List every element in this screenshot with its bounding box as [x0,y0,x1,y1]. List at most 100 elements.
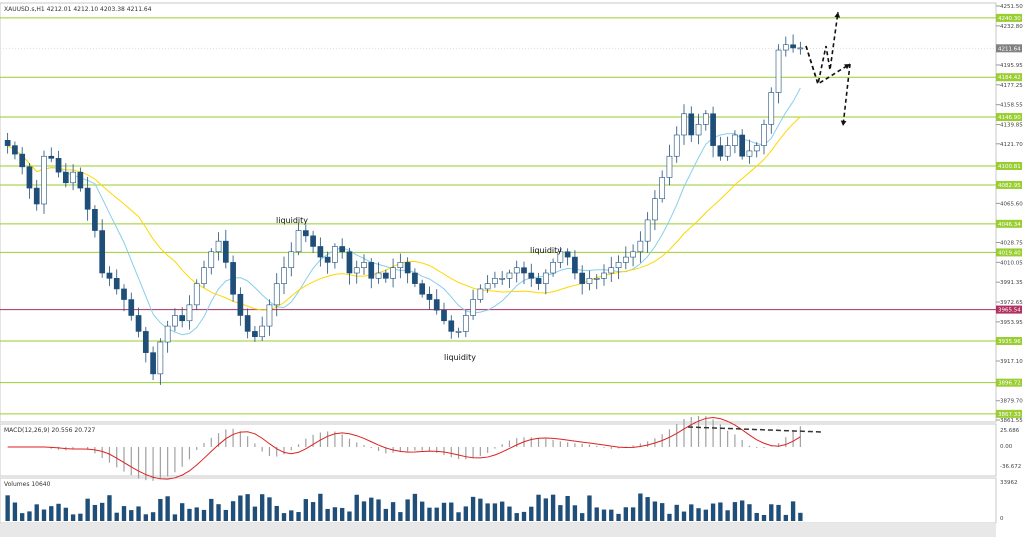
macd-header: MACD(12,26,9) 20.556 20.727 [4,427,96,434]
volume-axis-label: 33962 [1000,480,1018,486]
bearish-projection-arrow-head [840,120,847,126]
pullback-projection-arrow [805,45,851,86]
candle-body [252,331,258,338]
candle-body [4,140,11,146]
candle-body [237,293,244,316]
candle-body [273,283,280,306]
candle-body [797,47,804,50]
candle-body [48,155,55,159]
candle-body [622,256,629,263]
level-price-label: 4184.42 [998,75,1021,81]
candle-body [288,251,295,269]
price-tick-label: 3972.65 [1000,300,1023,306]
price-tick-label: 4121.70 [1000,142,1023,148]
candle-body [521,267,527,274]
current-price-tag [996,44,1022,53]
candle-body [33,187,40,205]
candle-body [572,256,578,274]
level-price-label: 4019.40 [998,250,1021,256]
candle-body [84,187,91,210]
level-price-label: 4082.95 [998,183,1021,189]
price-panel [0,2,997,423]
candle-body [746,150,753,157]
candle-body [506,272,513,279]
level-price-tag [996,113,1022,122]
candle-body [62,171,69,184]
candle-body [324,256,331,263]
candle-body [41,155,47,205]
candle-body [586,278,593,284]
candle-body [186,304,193,322]
candle-body [397,262,404,269]
macd-panel [0,423,997,477]
candle-body [666,155,673,178]
candle-body [106,272,113,279]
candle-body [535,278,542,284]
bullish-projection-arrow [805,11,839,88]
candle-body [673,134,680,157]
liquidity-annotation: liquidity [444,353,476,362]
candle-body [113,278,120,290]
candle-body [70,171,76,184]
candle-body [135,315,142,332]
candle-body [361,262,367,269]
candle-body [702,113,709,125]
candle-body [593,278,600,280]
liquidity-annotation: liquidity [276,216,308,225]
price-tick-label: 4065.60 [1000,201,1023,207]
candle-body [753,145,760,152]
macd-signal-line [7,416,801,480]
candle-body [455,331,462,333]
levels-layer: 4240.30 4184.42 4146.90 4100.81 4082.95 4046.… [0,13,1022,418]
level-price-tag [996,337,1022,346]
candle-body [528,272,535,279]
candle-body [732,134,738,146]
candle-body [659,177,666,199]
price-tick-label: 4232.80 [1000,24,1023,30]
candle-body [215,240,222,253]
price-tick-label: 4251.50 [1000,4,1023,10]
candle-body [339,246,346,253]
candle-body [761,124,767,146]
candle-body [768,92,775,125]
macd-layer: 25.686 0.00 -36.672 [7,416,1021,481]
price-tick-label: 4158.55 [1000,103,1023,109]
level-price-label: 3935.96 [998,339,1021,345]
candle-body [739,134,746,157]
candle-body [266,304,273,327]
candle-body [375,272,382,279]
price-tick-label: 4028.75 [1000,240,1023,246]
candle-body [244,315,251,332]
candle-body [630,251,636,258]
price-tick-label: 3991.35 [1000,280,1023,286]
candle-body [637,240,644,253]
candle-body [179,315,186,322]
level-price-label: 3965.54 [998,308,1021,314]
symbol-header: XAUUSD.s,H1 4212.01 4212.10 4203.38 4211… [4,6,152,13]
candle-body [259,325,266,338]
projection-arrows [805,11,851,127]
level-price-tag [996,73,1022,82]
candle-body [419,283,426,295]
candle-body [601,272,607,279]
price-tick-label: 4177.25 [1000,83,1023,89]
macd-axis-label: -36.672 [1000,464,1021,470]
candle-body [652,198,658,221]
pullback-projection-arrow-head [844,64,850,70]
level-price-tag [996,305,1022,314]
level-price-tag [996,409,1022,418]
candle-body [470,299,476,316]
candle-body [790,44,796,49]
candle-body [564,251,571,258]
candles-layer [4,34,804,385]
candle-body [462,315,469,332]
price-axis: 4251.50 4232.80 4195.95 4177.25 4158.55 4139.… [996,4,1023,424]
level-price-tag [996,161,1022,170]
candle-body [644,219,651,242]
level-price-tag [996,248,1022,257]
macd-divergence-line [687,426,823,433]
candle-body [513,267,520,274]
candle-body [193,283,200,306]
candle-body [121,288,127,300]
